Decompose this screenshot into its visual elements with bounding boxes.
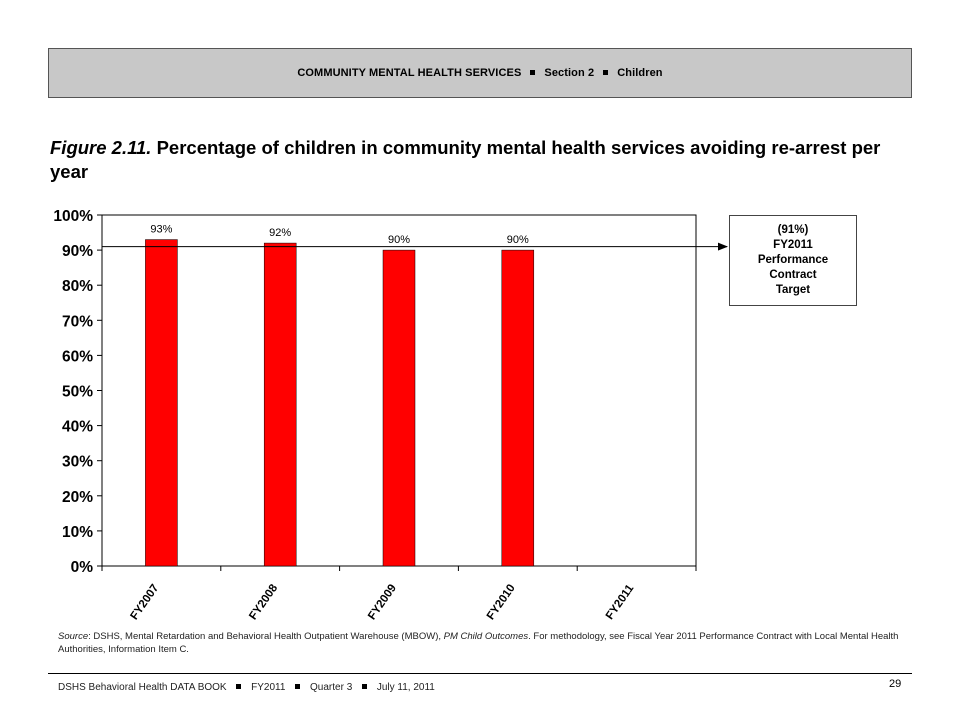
target-line-5: Target bbox=[775, 284, 811, 296]
y-tick-label: 70% bbox=[62, 313, 93, 330]
x-tick-label: FY2008 bbox=[247, 582, 280, 622]
bullet-square-icon bbox=[236, 683, 242, 689]
x-tick-label: FY2007 bbox=[128, 582, 161, 622]
bullet-square-icon bbox=[530, 69, 536, 75]
page-number: 29 bbox=[889, 678, 902, 690]
y-tick-label: 10% bbox=[62, 524, 93, 541]
y-tick-label: 0% bbox=[71, 559, 94, 576]
header-section-number: Section 2 bbox=[544, 67, 595, 79]
y-tick-label: 20% bbox=[62, 489, 93, 506]
source-italic: PM Child Outcomes bbox=[443, 631, 529, 642]
footer-quarter: Quarter 3 bbox=[310, 682, 353, 693]
bar-fy2007 bbox=[145, 239, 178, 567]
bar-fy2010 bbox=[501, 249, 535, 567]
figure-title: Figure 2.11. Percentage of children in c… bbox=[50, 136, 910, 184]
header-section-topic: Children bbox=[617, 67, 663, 79]
figure-title-text: Percentage of children in community ment… bbox=[50, 137, 881, 182]
source-label: Source bbox=[58, 631, 89, 642]
data-label: 93% bbox=[150, 224, 172, 236]
x-tick-label: FY2011 bbox=[604, 582, 637, 622]
target-callout-box: (91%) FY2011 Performance Contract Target bbox=[729, 215, 857, 306]
source-note: Source: DSHS, Mental Retardation and Beh… bbox=[58, 630, 908, 656]
source-text-2: . For methodology, see Fiscal Year 2011 … bbox=[58, 631, 899, 655]
footer-book: DSHS Behavioral Health DATA BOOK bbox=[58, 682, 227, 693]
bullet-square-icon bbox=[295, 683, 301, 689]
bullet-square-icon bbox=[362, 683, 368, 689]
y-tick-label: 30% bbox=[62, 454, 93, 471]
y-tick-label: 80% bbox=[62, 278, 93, 295]
data-label: 90% bbox=[388, 234, 410, 246]
y-tick-label: 60% bbox=[62, 348, 93, 365]
target-year: FY2011 bbox=[773, 239, 813, 251]
data-label: 92% bbox=[269, 227, 291, 239]
header-section-name: COMMUNITY MENTAL HEALTH SERVICES bbox=[297, 67, 522, 79]
figure-number: Figure 2.11. bbox=[50, 137, 152, 158]
data-label: 90% bbox=[507, 234, 529, 246]
section-header-band: COMMUNITY MENTAL HEALTH SERVICES Section… bbox=[48, 48, 912, 98]
bar-fy2009 bbox=[382, 249, 416, 567]
target-line-4: Contract bbox=[769, 269, 817, 281]
bar-fy2008 bbox=[263, 242, 297, 567]
footer-divider bbox=[48, 673, 912, 674]
y-tick-label: 90% bbox=[62, 243, 93, 260]
bullet-square-icon bbox=[603, 69, 609, 75]
footer: DSHS Behavioral Health DATA BOOK FY2011 … bbox=[58, 682, 435, 693]
footer-year: FY2011 bbox=[251, 682, 286, 693]
target-value: (91%) bbox=[777, 224, 809, 236]
source-text-1: : DSHS, Mental Retardation and Behaviora… bbox=[88, 631, 444, 642]
x-tick-label: FY2010 bbox=[485, 582, 518, 622]
y-tick-label: 50% bbox=[62, 384, 93, 401]
footer-date: July 11, 2011 bbox=[376, 682, 435, 693]
x-tick-label: FY2009 bbox=[366, 582, 399, 622]
y-tick-label: 100% bbox=[53, 208, 93, 225]
y-tick-label: 40% bbox=[62, 419, 93, 436]
target-line-3: Performance bbox=[757, 254, 829, 266]
